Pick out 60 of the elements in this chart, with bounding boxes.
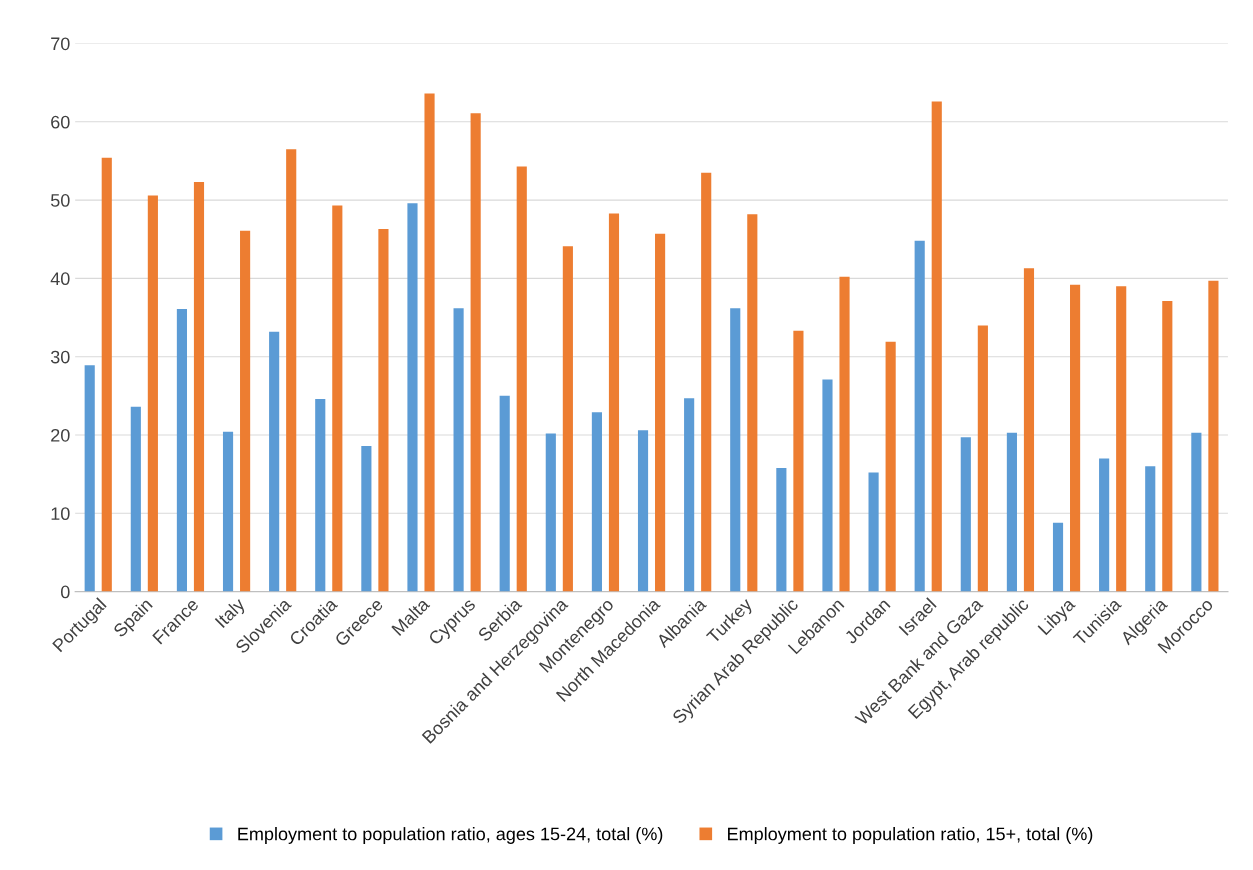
bar bbox=[839, 276, 850, 592]
bar bbox=[1145, 466, 1156, 592]
bar bbox=[453, 308, 464, 592]
bar bbox=[101, 157, 112, 592]
bar bbox=[222, 431, 234, 592]
bar bbox=[470, 113, 481, 592]
bar bbox=[960, 437, 971, 592]
bar bbox=[730, 308, 741, 592]
bar bbox=[361, 445, 372, 592]
bar bbox=[562, 246, 573, 592]
bar bbox=[1191, 432, 1202, 592]
bar bbox=[1023, 268, 1035, 592]
bar bbox=[407, 203, 418, 592]
legend-label: Employment to population ratio, 15+, total (%) bbox=[728, 827, 1093, 844]
bar bbox=[885, 341, 896, 592]
legend-label: Employment to population ratio, ages 15-24, total (%) bbox=[238, 827, 663, 844]
bar bbox=[269, 331, 280, 592]
bar bbox=[608, 213, 620, 592]
bar bbox=[130, 406, 141, 592]
bar bbox=[747, 214, 758, 592]
bar bbox=[545, 433, 556, 592]
bar bbox=[655, 233, 666, 592]
bar bbox=[1162, 301, 1173, 592]
y-tick-label: 40 bbox=[50, 272, 70, 286]
bar bbox=[84, 365, 95, 592]
bar bbox=[1116, 286, 1127, 592]
bar bbox=[977, 325, 988, 592]
bar bbox=[868, 472, 879, 592]
bar bbox=[499, 395, 510, 592]
bar bbox=[1208, 280, 1219, 592]
bar bbox=[286, 149, 297, 592]
bar bbox=[776, 467, 787, 592]
bar bbox=[516, 166, 527, 592]
bar bbox=[1052, 522, 1064, 592]
y-tick-label: 0 bbox=[60, 585, 70, 599]
bar bbox=[332, 205, 343, 592]
bar bbox=[176, 308, 187, 592]
bar bbox=[1099, 458, 1110, 592]
y-tick-label: 50 bbox=[50, 194, 70, 207]
bar bbox=[240, 230, 251, 592]
bar bbox=[147, 195, 158, 592]
bar bbox=[315, 398, 326, 592]
bar bbox=[822, 379, 833, 592]
bar bbox=[931, 101, 942, 592]
y-tick-label: 70 bbox=[51, 37, 70, 51]
bar bbox=[684, 398, 695, 592]
bar bbox=[637, 430, 649, 592]
bar bbox=[591, 412, 602, 592]
y-tick-label: 60 bbox=[51, 115, 70, 129]
bar bbox=[701, 172, 712, 592]
y-tick-label: 30 bbox=[50, 350, 70, 364]
bar bbox=[793, 330, 804, 592]
y-tick-label: 10 bbox=[51, 507, 70, 521]
y-tick-label: 20 bbox=[51, 428, 70, 442]
bar bbox=[1070, 284, 1081, 592]
bar bbox=[193, 182, 205, 592]
bar bbox=[424, 93, 435, 592]
bar bbox=[378, 229, 389, 592]
bar bbox=[1006, 432, 1017, 592]
bar bbox=[914, 240, 925, 592]
